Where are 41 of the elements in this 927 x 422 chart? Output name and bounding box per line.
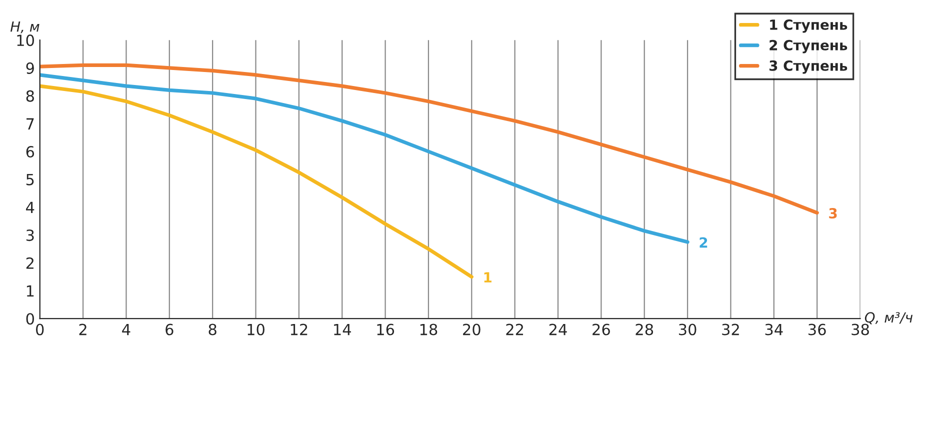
y-tick-label: 10 [17,34,34,46]
y-tick-label: 2 [26,257,34,269]
x-tick-label: 14 [334,324,351,336]
y-axis-title: H, м [10,22,40,34]
x-tick-label: 36 [808,324,826,336]
x-tick-label: 12 [290,324,308,336]
x-tick-label: 4 [122,324,130,336]
x-tick-label: 0 [36,324,44,336]
y-tick-label: 9 [26,62,34,74]
x-tick-label: 26 [592,324,610,336]
x-tick-label: 28 [636,324,654,336]
y-tick-label: 4 [26,202,34,214]
line-series [40,84,474,279]
x-tick-label: 34 [765,324,783,336]
x-tick-label: 18 [420,324,438,336]
y-tick-label: 6 [26,146,34,158]
legend-label: 2 Ступень [770,40,848,54]
x-tick-label: 30 [678,324,696,336]
line-series [40,73,690,244]
y-tick-label: 8 [26,90,34,102]
y-tick-label: 0 [26,313,34,325]
y-tick-label: 5 [26,174,34,186]
x-tick-label: 22 [506,324,524,336]
legend-label: 1 Ступень [770,19,848,33]
x-tick-label: 38 [852,324,869,336]
y-tick-label: 7 [26,118,34,130]
x-axis-title: Q, м³/ч [864,312,913,324]
x-tick-label: 8 [208,324,216,336]
x-tick-label: 10 [248,324,264,336]
y-tick-label: 3 [26,230,34,242]
x-tick-label: 24 [549,324,567,336]
annotation: 3 [829,208,837,219]
annotation: 1 [484,272,492,282]
x-tick-label: 20 [463,324,480,336]
x-tick-label: 16 [377,324,394,336]
x-tick-label: 6 [166,324,174,336]
annotation: 2 [700,237,708,248]
legend-label: 3 Ступень [769,60,848,74]
x-tick-label: 32 [722,324,739,336]
x-tick-label: 2 [79,324,86,336]
y-tick-label: 1 [26,285,34,297]
